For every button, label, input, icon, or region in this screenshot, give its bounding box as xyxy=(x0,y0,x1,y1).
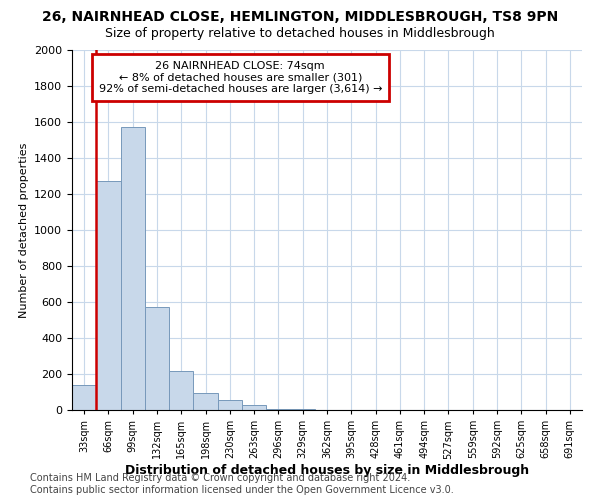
X-axis label: Distribution of detached houses by size in Middlesbrough: Distribution of detached houses by size … xyxy=(125,464,529,477)
Bar xyxy=(72,385,96,410)
Bar xyxy=(121,128,145,410)
Y-axis label: Number of detached properties: Number of detached properties xyxy=(19,142,29,318)
Bar xyxy=(169,372,193,410)
Text: 26 NAIRNHEAD CLOSE: 74sqm
← 8% of detached houses are smaller (301)
92% of semi-: 26 NAIRNHEAD CLOSE: 74sqm ← 8% of detach… xyxy=(98,61,382,94)
Text: Contains HM Land Registry data © Crown copyright and database right 2024.
Contai: Contains HM Land Registry data © Crown c… xyxy=(30,474,454,495)
Text: 26, NAIRNHEAD CLOSE, HEMLINGTON, MIDDLESBROUGH, TS8 9PN: 26, NAIRNHEAD CLOSE, HEMLINGTON, MIDDLES… xyxy=(42,10,558,24)
Bar xyxy=(218,400,242,410)
Bar xyxy=(193,393,218,410)
Bar xyxy=(242,404,266,410)
Bar xyxy=(145,306,169,410)
Bar xyxy=(266,409,290,410)
Text: Size of property relative to detached houses in Middlesbrough: Size of property relative to detached ho… xyxy=(105,28,495,40)
Bar xyxy=(96,182,121,410)
